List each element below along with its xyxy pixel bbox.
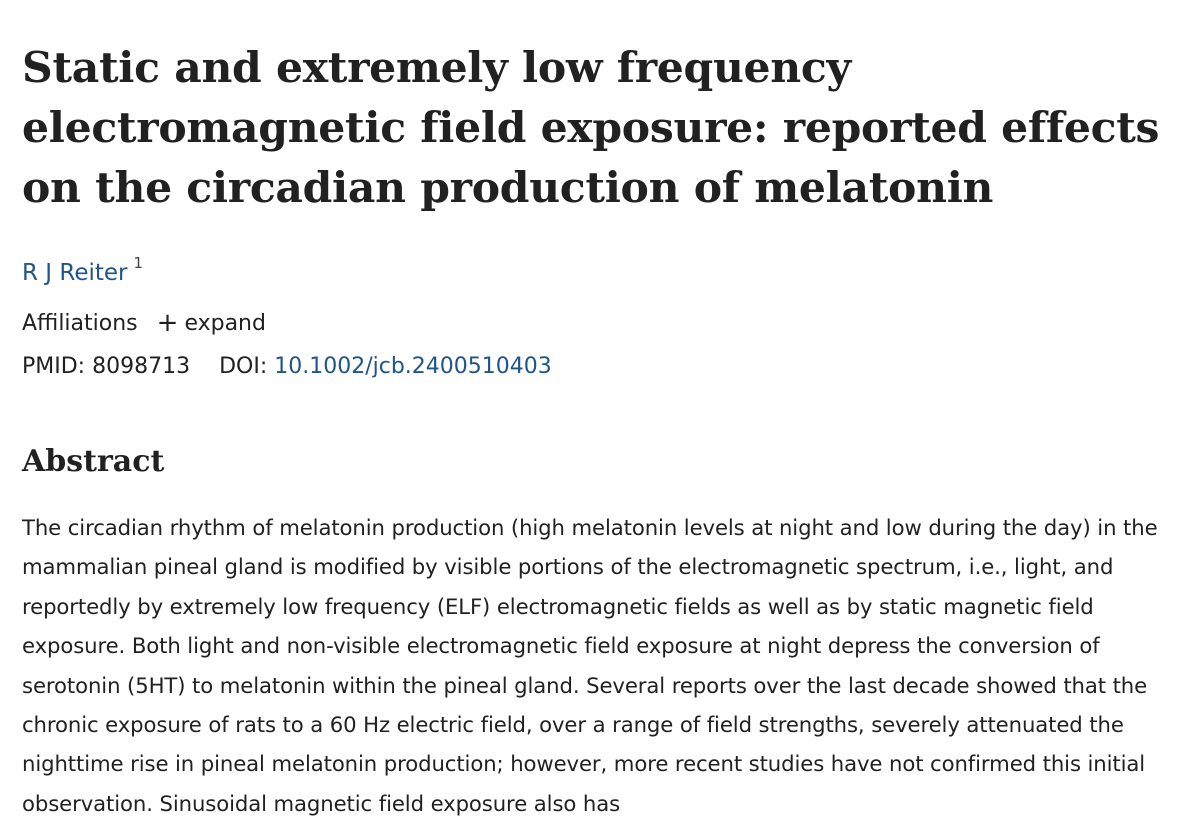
abstract-text: The circadian rhythm of melatonin produc… [22, 515, 1158, 816]
author-list: R J Reiter 1 [22, 246, 143, 290]
affiliations-row: Affiliations + expand [22, 306, 266, 341]
plus-icon: + [156, 308, 179, 338]
pmid-label: PMID: [22, 354, 86, 379]
pmid-value: 8098713 [92, 354, 191, 379]
doi-link[interactable]: 10.1002/jcb.2400510403 [274, 354, 552, 379]
affiliations-label: Affiliations [22, 311, 138, 336]
article-title: Static and extremely low frequency elect… [22, 43, 1160, 213]
doi-label: DOI: [219, 354, 268, 379]
expand-label: expand [184, 311, 266, 336]
author-link[interactable]: R J Reiter [22, 260, 128, 286]
article-identifiers: PMID: 8098713 DOI: 10.1002/jcb.240051040… [22, 350, 552, 384]
author-affiliation-ref[interactable]: 1 [133, 254, 144, 272]
abstract-heading: Abstract [22, 444, 165, 479]
affiliations-expand-button[interactable]: + expand [157, 308, 266, 338]
